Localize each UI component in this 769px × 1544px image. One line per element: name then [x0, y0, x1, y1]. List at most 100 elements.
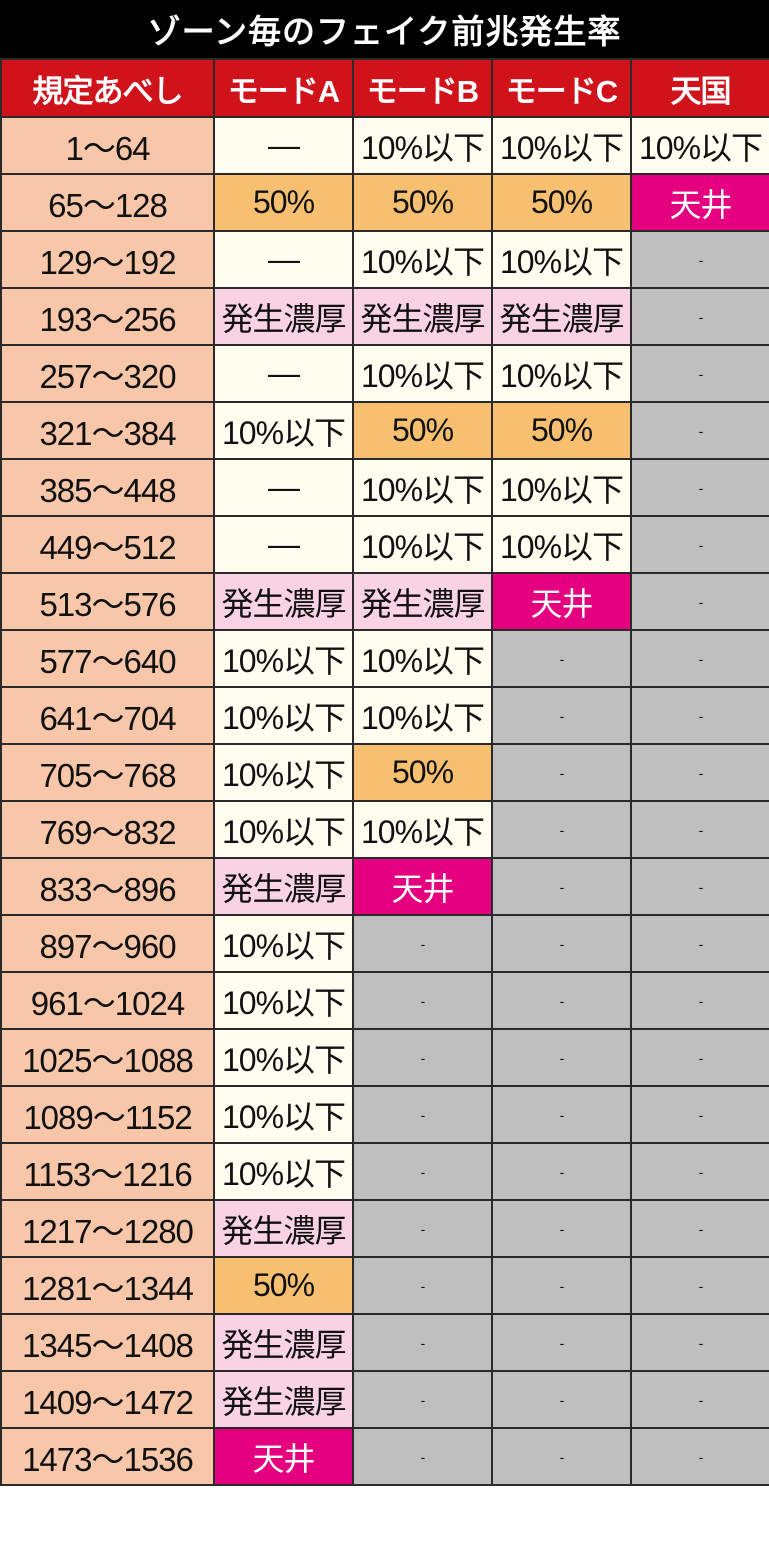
cell-mode-c: - [491, 800, 632, 859]
cell-mode-c: - [491, 1427, 632, 1486]
cell-abeshi-range: 193～256 [0, 287, 215, 346]
cell-abeshi-range: 1025～1088 [0, 1028, 215, 1087]
cell-mode-a: 10%以下 [213, 401, 354, 460]
cell-mode-b: 50% [352, 173, 493, 232]
cell-mode-b: - [352, 1028, 493, 1087]
cell-mode-a: — [213, 515, 354, 574]
table-row: 1409～1472 発生濃厚 - - - [0, 1370, 769, 1429]
cell-abeshi-range: 385～448 [0, 458, 215, 517]
cell-abeshi-range: 577～640 [0, 629, 215, 688]
table-row: 833～896 発生濃厚 天井 - - [0, 857, 769, 916]
cell-mode-c: - [491, 1085, 632, 1144]
cell-mode-b: 10%以下 [352, 686, 493, 745]
table-row: 1281～1344 50% - - - [0, 1256, 769, 1315]
cell-mode-c: - [491, 629, 632, 688]
cell-mode-c: - [491, 1199, 632, 1258]
cell-mode-c: 10%以下 [491, 116, 632, 175]
cell-mode-a: 発生濃厚 [213, 857, 354, 916]
table-row: 1345～1408 発生濃厚 - - - [0, 1313, 769, 1372]
cell-mode-c: - [491, 1028, 632, 1087]
cell-mode-b: 10%以下 [352, 458, 493, 517]
cell-heaven: - [630, 1256, 769, 1315]
cell-mode-b: - [352, 1142, 493, 1201]
cell-mode-a: 10%以下 [213, 743, 354, 802]
cell-mode-b: - [352, 1427, 493, 1486]
cell-heaven: - [630, 857, 769, 916]
cell-heaven: - [630, 1199, 769, 1258]
cell-heaven: - [630, 971, 769, 1030]
cell-mode-c: 発生濃厚 [491, 287, 632, 346]
table-row: 1473～1536 天井 - - - [0, 1427, 769, 1486]
cell-heaven: - [630, 1085, 769, 1144]
cell-mode-b: 10%以下 [352, 344, 493, 403]
cell-mode-b: 発生濃厚 [352, 287, 493, 346]
cell-mode-a: — [213, 116, 354, 175]
table-row: 1153～1216 10%以下 - - - [0, 1142, 769, 1201]
cell-mode-c: - [491, 971, 632, 1030]
cell-abeshi-range: 705～768 [0, 743, 215, 802]
cell-mode-b: - [352, 914, 493, 973]
cell-abeshi-range: 1217～1280 [0, 1199, 215, 1258]
cell-heaven: - [630, 743, 769, 802]
cell-mode-c: - [491, 1142, 632, 1201]
cell-heaven: - [630, 1142, 769, 1201]
cell-abeshi-range: 129～192 [0, 230, 215, 289]
header-mode-b: モードB [352, 58, 493, 118]
table-row: 513～576 発生濃厚 発生濃厚 天井 - [0, 572, 769, 631]
table-row: 1089～1152 10%以下 - - - [0, 1085, 769, 1144]
table-row: 705～768 10%以下 50% - - [0, 743, 769, 802]
cell-abeshi-range: 961～1024 [0, 971, 215, 1030]
table-row: 1～64—10%以下 10%以下 10%以下 [0, 116, 769, 175]
cell-mode-c: - [491, 686, 632, 745]
cell-mode-b: 10%以下 [352, 800, 493, 859]
cell-heaven: 天井 [630, 173, 769, 232]
table-row: 897～960 10%以下 - - - [0, 914, 769, 973]
cell-abeshi-range: 1～64 [0, 116, 215, 175]
cell-mode-a: 10%以下 [213, 914, 354, 973]
cell-mode-c: 10%以下 [491, 230, 632, 289]
cell-heaven: - [630, 515, 769, 574]
cell-mode-b: 10%以下 [352, 515, 493, 574]
cell-mode-c: - [491, 857, 632, 916]
cell-heaven: - [630, 401, 769, 460]
header-heaven: 天国 [630, 58, 769, 118]
cell-abeshi-range: 833～896 [0, 857, 215, 916]
cell-mode-a: 50% [213, 173, 354, 232]
header-row: 規定あべし モードA モードB モードC 天国 [0, 58, 769, 118]
table-row: 577～640 10%以下 10%以下 - - [0, 629, 769, 688]
cell-heaven: - [630, 914, 769, 973]
cell-abeshi-range: 449～512 [0, 515, 215, 574]
table-row: 129～192—10%以下 10%以下 - [0, 230, 769, 289]
cell-mode-a: 発生濃厚 [213, 1199, 354, 1258]
cell-mode-a: 10%以下 [213, 971, 354, 1030]
cell-mode-c: 10%以下 [491, 344, 632, 403]
cell-mode-c: - [491, 1313, 632, 1372]
cell-heaven: - [630, 287, 769, 346]
cell-mode-a: 発生濃厚 [213, 572, 354, 631]
cell-mode-c: 50% [491, 173, 632, 232]
cell-mode-b: 50% [352, 743, 493, 802]
cell-abeshi-range: 769～832 [0, 800, 215, 859]
table-title: ゾーン毎のフェイク前兆発生率 [0, 0, 769, 58]
cell-mode-c: 10%以下 [491, 458, 632, 517]
cell-abeshi-range: 1281～1344 [0, 1256, 215, 1315]
cell-mode-c: - [491, 743, 632, 802]
cell-abeshi-range: 1089～1152 [0, 1085, 215, 1144]
cell-mode-a: — [213, 344, 354, 403]
cell-mode-c: 50% [491, 401, 632, 460]
cell-mode-a: 10%以下 [213, 1142, 354, 1201]
cell-mode-b: 発生濃厚 [352, 572, 493, 631]
cell-mode-c: - [491, 914, 632, 973]
cell-mode-a: — [213, 230, 354, 289]
table-row: 769～832 10%以下 10%以下 - - [0, 800, 769, 859]
cell-mode-b: - [352, 1256, 493, 1315]
cell-heaven: - [630, 1427, 769, 1486]
table-row: 257～320—10%以下 10%以下 - [0, 344, 769, 403]
header-abeshi: 規定あべし [0, 58, 215, 118]
cell-mode-b: 10%以下 [352, 629, 493, 688]
cell-heaven: - [630, 1028, 769, 1087]
cell-mode-a: 発生濃厚 [213, 287, 354, 346]
cell-mode-c: 10%以下 [491, 515, 632, 574]
cell-heaven: - [630, 1313, 769, 1372]
cell-abeshi-range: 1473～1536 [0, 1427, 215, 1486]
